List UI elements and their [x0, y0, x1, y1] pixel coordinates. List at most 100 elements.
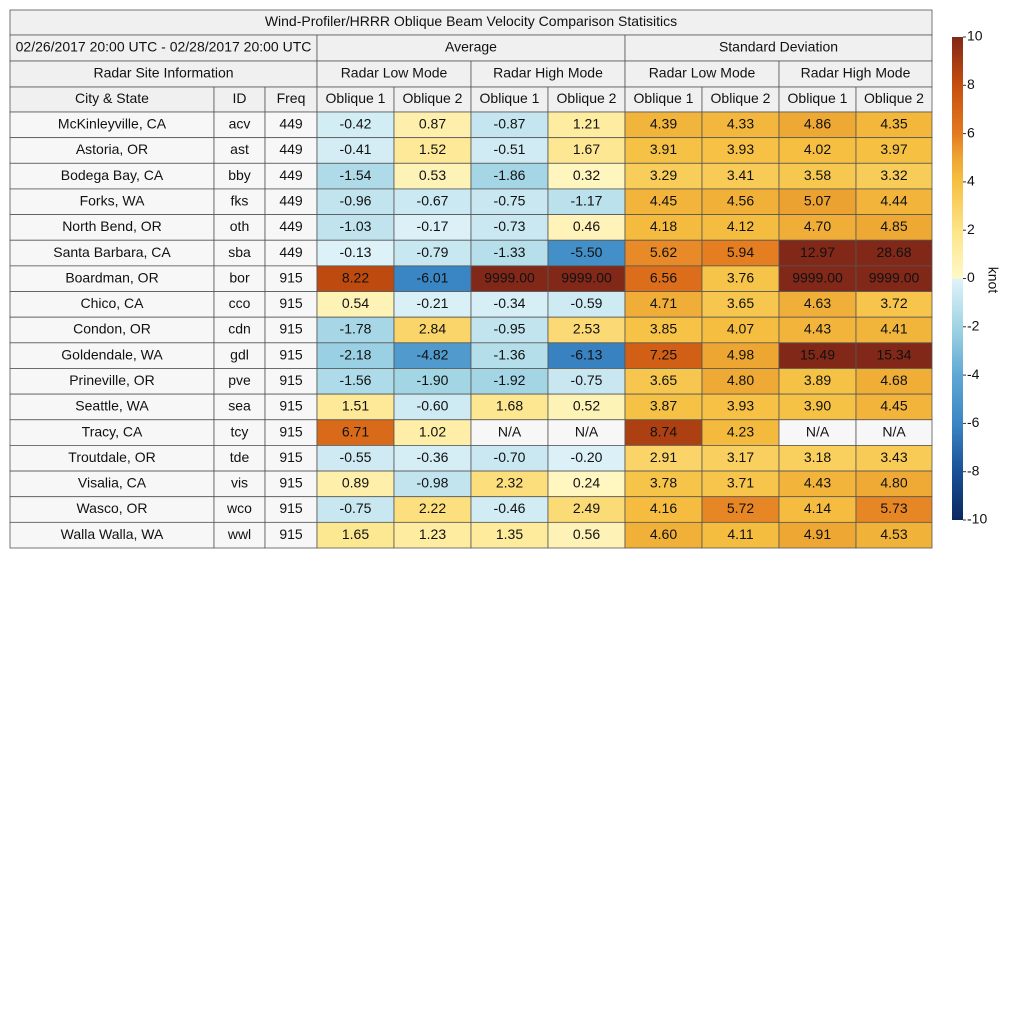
- site-field-cell: [213, 470, 266, 498]
- site-field: 915: [279, 372, 303, 388]
- site-field: 915: [279, 346, 303, 362]
- mode-header: Radar Low Mode: [649, 65, 756, 81]
- column-header-cell: [855, 86, 933, 113]
- value: -1.86: [494, 167, 526, 183]
- value: 9999.00: [792, 269, 843, 285]
- site-field: bby: [228, 167, 251, 183]
- value: 4.14: [804, 500, 831, 516]
- value: -0.59: [571, 295, 603, 311]
- value-cell: [316, 470, 395, 498]
- value-cell: [316, 393, 395, 421]
- value: 8.74: [650, 423, 677, 439]
- site-field-cell: [264, 521, 318, 549]
- value-cell: [855, 111, 933, 139]
- value-cell: [855, 316, 933, 344]
- value: 5.73: [880, 500, 907, 516]
- value: -0.96: [340, 192, 372, 208]
- value: -5.50: [571, 244, 603, 260]
- site-field: 915: [279, 321, 303, 337]
- value-cell: [624, 368, 703, 395]
- site-field-cell: [264, 496, 318, 523]
- value: 3.78: [650, 475, 677, 491]
- value: 12.97: [800, 244, 835, 260]
- value: -0.75: [494, 192, 526, 208]
- value-cell: [393, 265, 472, 292]
- value-cell: [470, 239, 549, 267]
- value: 2.91: [650, 449, 677, 465]
- value-cell: [470, 291, 549, 318]
- site-field: pve: [228, 372, 251, 388]
- colorbar-tick-label: 10: [967, 28, 983, 44]
- value: -0.95: [494, 321, 526, 337]
- value-cell: [547, 342, 626, 369]
- site-field-cell: [213, 239, 266, 267]
- value: 4.70: [804, 218, 831, 234]
- value-cell: [470, 162, 549, 190]
- value: N/A: [882, 423, 906, 439]
- value: -1.54: [340, 167, 372, 183]
- site-field: Condon, OR: [73, 321, 151, 337]
- value-cell: [624, 316, 703, 344]
- value-cell: [778, 445, 857, 472]
- site-field: 915: [279, 449, 303, 465]
- group-header: Standard Deviation: [719, 39, 838, 55]
- colorbar-tick-label: 8: [967, 76, 975, 92]
- site-field-cell: [9, 291, 215, 318]
- colorbar-label: knot: [985, 267, 1001, 294]
- value: 1.21: [573, 116, 600, 132]
- site-field: 449: [279, 244, 303, 260]
- site-field: Chico, CA: [80, 295, 144, 311]
- site-field: Seattle, WA: [75, 398, 149, 414]
- value: 0.24: [573, 475, 600, 491]
- colorbar-tick-label: -6: [967, 414, 980, 430]
- value-cell: [470, 496, 549, 523]
- site-field: acv: [229, 116, 251, 132]
- value-cell: [624, 137, 703, 164]
- site-field: sea: [228, 398, 251, 414]
- value: 4.80: [880, 475, 907, 491]
- value: 0.53: [419, 167, 446, 183]
- value-cell: [778, 239, 857, 267]
- value: 0.54: [342, 295, 369, 311]
- site-field-cell: [9, 265, 215, 292]
- value: -0.20: [571, 449, 603, 465]
- value-cell: [855, 162, 933, 190]
- site-field: 449: [279, 116, 303, 132]
- site-field-cell: [213, 342, 266, 369]
- mode-header: Radar High Mode: [801, 65, 911, 81]
- value: 2.49: [573, 500, 600, 516]
- value: 4.80: [727, 372, 754, 388]
- value-cell: [393, 291, 472, 318]
- site-field-cell: [264, 239, 318, 267]
- column-header-cell: [701, 86, 780, 113]
- site-field-cell: [213, 265, 266, 292]
- site-field: cco: [229, 295, 251, 311]
- value-cell: [855, 521, 933, 549]
- site-field: McKinleyville, CA: [58, 116, 167, 132]
- value: 9999.00: [869, 269, 920, 285]
- value-cell: [701, 521, 780, 549]
- value-cell: [547, 316, 626, 344]
- value: -0.41: [340, 141, 372, 157]
- value: 9999.00: [561, 269, 612, 285]
- value-cell: [547, 470, 626, 498]
- site-field-cell: [9, 342, 215, 369]
- value-cell: [624, 419, 703, 446]
- site-field-cell: [213, 393, 266, 421]
- period-cell: [9, 34, 318, 62]
- value: -1.92: [494, 372, 526, 388]
- value-cell: [701, 214, 780, 241]
- value: 0.56: [573, 526, 600, 542]
- value: 3.76: [727, 269, 754, 285]
- site-field: 915: [279, 500, 303, 516]
- site-field-cell: [264, 291, 318, 318]
- value: 4.07: [727, 321, 754, 337]
- value-cell: [778, 521, 857, 549]
- value: 3.89: [804, 372, 831, 388]
- value: 3.87: [650, 398, 677, 414]
- site-field: Visalia, CA: [78, 475, 147, 491]
- value-cell: [393, 162, 472, 190]
- value-cell: [855, 265, 933, 292]
- value: 1.65: [342, 526, 369, 542]
- value: 1.67: [573, 141, 600, 157]
